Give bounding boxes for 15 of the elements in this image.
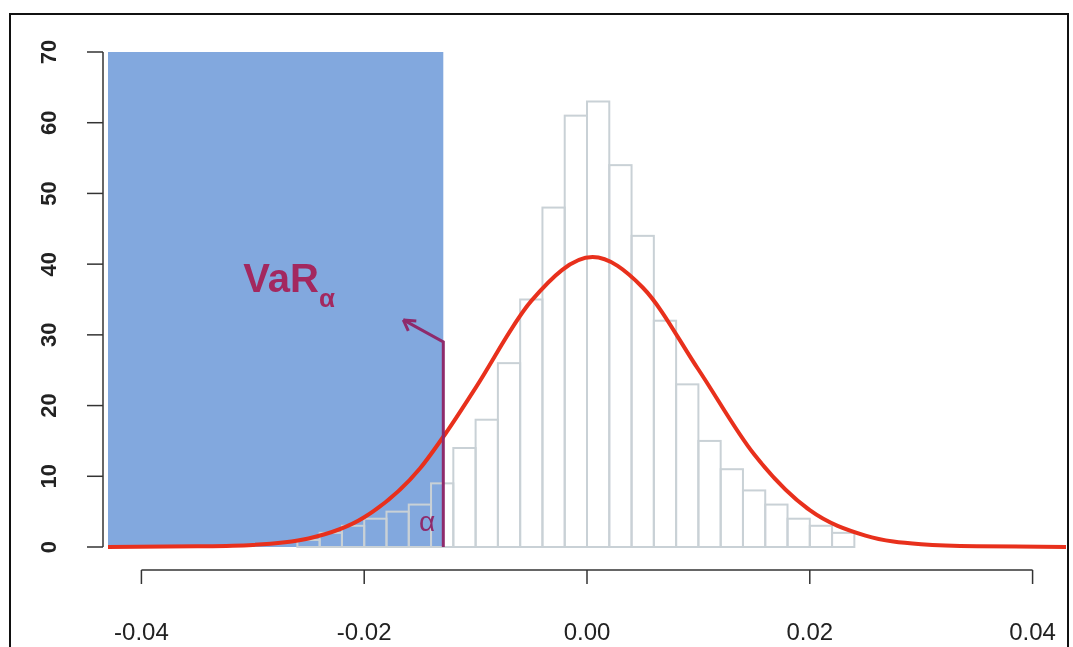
line-series bbox=[106, 255, 1068, 549]
x-tick-label: 0.00 bbox=[563, 618, 611, 645]
y-tick-label: 40 bbox=[36, 251, 61, 277]
x-tick-label: -0.04 bbox=[114, 618, 169, 645]
annotation: VaR$_{α}$ bbox=[243, 255, 335, 313]
x-tick-label: 0.04 bbox=[1009, 618, 1056, 645]
x-tick-label: 0.02 bbox=[786, 618, 834, 645]
y-tick-label: 70 bbox=[36, 39, 61, 65]
y-tick-label: 20 bbox=[36, 393, 61, 418]
y-tick-label: 50 bbox=[36, 181, 61, 206]
y-tick-label: 0 bbox=[36, 540, 61, 554]
x-tick-label: -0.02 bbox=[336, 618, 392, 645]
y-tick-label: 60 bbox=[36, 110, 61, 135]
y-tick-label: 30 bbox=[36, 322, 61, 348]
y-tick-label: 10 bbox=[36, 464, 61, 489]
